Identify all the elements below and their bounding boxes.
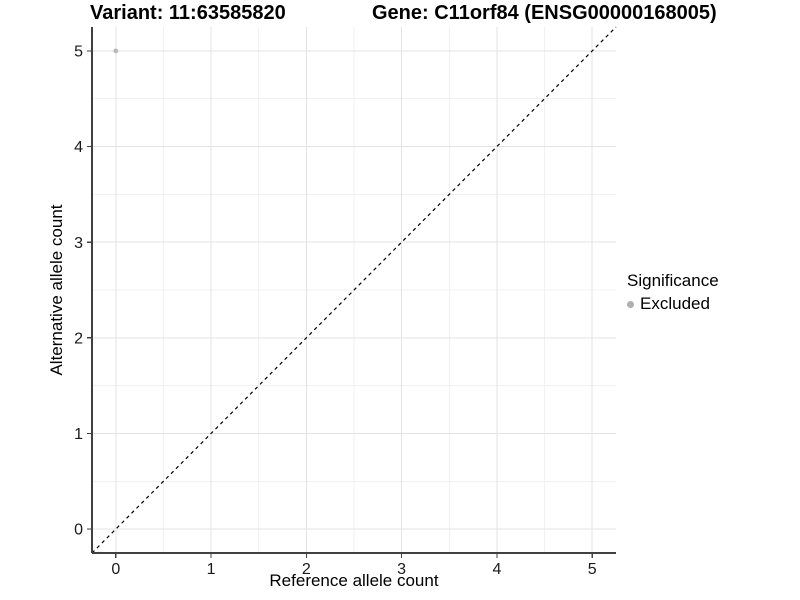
y-axis-title: Alternative allele count bbox=[47, 204, 66, 376]
x-tick-label: 0 bbox=[111, 561, 120, 578]
legend-point-icon bbox=[627, 300, 634, 308]
x-tick-label: 1 bbox=[207, 561, 216, 578]
plot-title-gene: Gene: C11orf84 (ENSG00000168005) bbox=[372, 2, 717, 24]
y-tick-label: 3 bbox=[74, 235, 83, 252]
y-tick-label: 1 bbox=[74, 426, 83, 443]
x-tick-label: 2 bbox=[302, 561, 311, 578]
legend: Significance Excluded bbox=[627, 271, 719, 314]
y-tick-label: 2 bbox=[74, 330, 83, 347]
y-tick-label: 0 bbox=[74, 522, 83, 539]
identity-line bbox=[91, 26, 617, 554]
y-tick-label: 5 bbox=[74, 44, 83, 61]
legend-entry-excluded: Excluded bbox=[627, 294, 719, 314]
legend-entry-label: Excluded bbox=[640, 294, 710, 313]
x-tick-label: 4 bbox=[492, 561, 501, 578]
plot-title-variant: Variant: 11:63585820 bbox=[90, 2, 286, 24]
legend-title: Significance bbox=[627, 271, 719, 290]
x-axis-title: Reference allele count bbox=[269, 571, 439, 590]
y-tick-label: 4 bbox=[74, 139, 83, 156]
data-point bbox=[113, 48, 119, 54]
x-tick-label: 3 bbox=[397, 561, 406, 578]
x-tick-label: 5 bbox=[588, 561, 597, 578]
